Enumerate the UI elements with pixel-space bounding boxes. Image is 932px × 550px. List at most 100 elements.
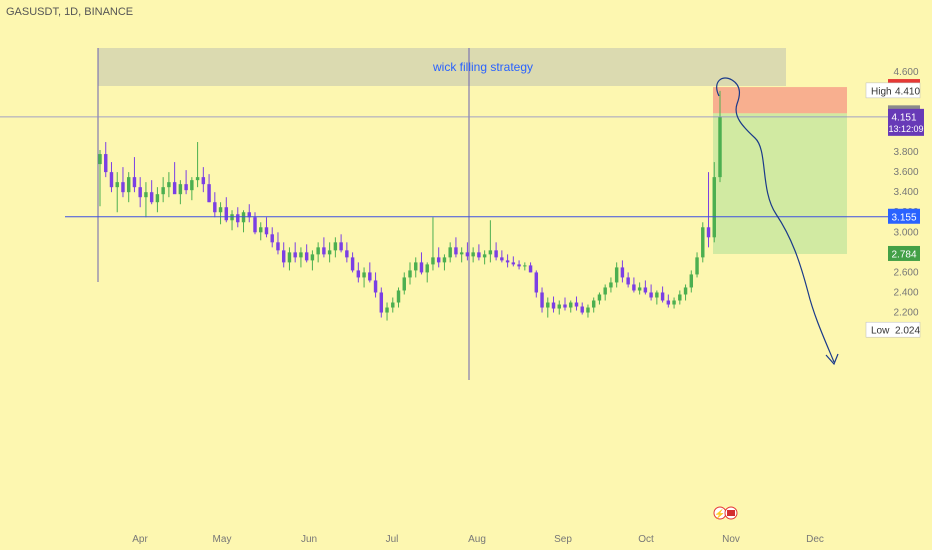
- candle-body: [655, 292, 659, 298]
- time-axis[interactable]: Apr May Jun Jul Aug Sep Oct Nov Dec ⚡: [132, 506, 824, 545]
- candle-body: [293, 252, 297, 258]
- candles: [98, 90, 722, 321]
- candle-body: [104, 154, 108, 173]
- projection-arrowhead: [825, 353, 839, 366]
- event-flash-icon-glyph: ⚡: [714, 508, 725, 520]
- support-price-label: 3.155: [891, 212, 916, 223]
- candle-body: [448, 247, 452, 258]
- x-tick-label: Dec: [806, 534, 824, 545]
- last-price-label-bg: [888, 108, 924, 136]
- target-price-label: 2.784: [891, 249, 916, 260]
- event-flag-icon-fill: [727, 510, 735, 516]
- y-tick-label: 4.600: [893, 67, 918, 78]
- candle-body: [304, 252, 309, 261]
- candle-body: [132, 177, 137, 188]
- high-value: 4.410: [895, 86, 920, 97]
- x-tick-label: Nov: [722, 534, 740, 545]
- candle-body: [523, 265, 527, 267]
- candle-body: [534, 272, 539, 293]
- projection-curve: [716, 77, 835, 363]
- y-tick-label: 3.800: [893, 147, 918, 158]
- candle-body: [643, 287, 648, 293]
- candle-body: [270, 234, 274, 243]
- y-tick-label: 3.600: [893, 167, 918, 178]
- candle-body: [144, 192, 148, 198]
- candle-body: [149, 192, 154, 203]
- candle-body: [505, 260, 510, 263]
- low-caption: Low: [871, 326, 890, 337]
- candle-body: [339, 242, 343, 251]
- candle-body: [241, 212, 246, 223]
- candle-body: [373, 280, 378, 293]
- candle-body: [459, 252, 464, 255]
- x-tick-label: Jun: [301, 534, 317, 545]
- x-tick-label: Jul: [386, 534, 399, 545]
- candle-body: [683, 287, 688, 295]
- candle-body: [614, 267, 619, 283]
- candle-body: [414, 262, 418, 271]
- drawings: [716, 77, 839, 366]
- x-tick-label: Aug: [468, 534, 486, 545]
- candle-body: [155, 194, 160, 203]
- candle-body: [368, 272, 372, 281]
- position-zones: wick filling strategy: [97, 48, 847, 380]
- high-caption: High: [871, 86, 892, 97]
- candle-body: [247, 212, 251, 218]
- candle-body: [98, 154, 102, 165]
- candle-body: [695, 257, 699, 275]
- candle-body: [201, 177, 206, 185]
- stop-loss-zone: [713, 87, 847, 114]
- candle-body: [620, 267, 625, 278]
- candle-body: [477, 252, 481, 258]
- candle-body: [678, 294, 682, 301]
- candle-body: [557, 304, 561, 309]
- wick-box: [98, 48, 786, 86]
- price-axis[interactable]: 4.6004.4004.2004.0003.8003.6003.4003.200…: [865, 67, 924, 338]
- candle-body: [591, 300, 596, 308]
- candle-body: [167, 182, 171, 188]
- candle-body: [603, 287, 607, 295]
- candle-body: [712, 177, 716, 238]
- candle-body: [224, 207, 229, 221]
- x-tick-label: Apr: [132, 534, 148, 545]
- candle-body: [408, 270, 412, 278]
- candle-body: [442, 257, 447, 263]
- candle-body: [213, 202, 217, 213]
- candle-body: [718, 116, 722, 178]
- candle-body: [511, 262, 516, 265]
- candle-body: [126, 177, 131, 193]
- candle-body: [396, 290, 401, 303]
- y-tick-label: 3.400: [893, 187, 918, 198]
- candle-body: [178, 184, 183, 195]
- y-tick-label: 3.000: [893, 227, 918, 238]
- candle-body: [540, 292, 544, 308]
- candle-body: [195, 177, 200, 181]
- take-profit-zone: [713, 113, 847, 254]
- candle-body: [161, 187, 165, 195]
- candle-body: [402, 277, 406, 291]
- candle-body: [436, 257, 441, 263]
- candle-body: [345, 250, 349, 258]
- candle-body: [121, 182, 125, 193]
- candle-body: [218, 207, 223, 213]
- candle-body: [190, 180, 194, 191]
- candle-body: [109, 172, 114, 188]
- candle-body: [391, 302, 395, 308]
- candle-body: [666, 300, 671, 305]
- candle-body: [385, 307, 389, 313]
- candle-body: [528, 265, 533, 273]
- candle-body: [586, 307, 590, 313]
- candle-body: [333, 242, 338, 251]
- candle-body: [632, 284, 636, 291]
- candle-body: [494, 250, 498, 258]
- candle-body: [259, 227, 263, 233]
- candle-body: [184, 184, 188, 191]
- candle-body: [299, 252, 303, 258]
- candle-body: [482, 254, 487, 258]
- candle-body: [287, 252, 292, 263]
- support-price-label-bg: [888, 208, 920, 224]
- candle-body: [609, 282, 613, 288]
- candle-body: [230, 214, 234, 221]
